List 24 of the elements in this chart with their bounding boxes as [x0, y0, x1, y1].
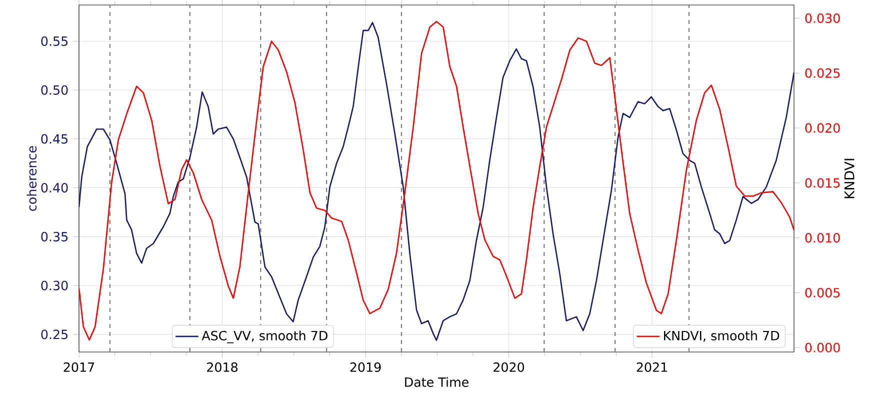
- y2-tick-label: 0.020: [805, 123, 840, 133]
- legend-label: ASC_VV, smooth 7D: [202, 330, 328, 344]
- y-tick-label: 0.35: [41, 232, 68, 242]
- y2-tick-label: 0.030: [805, 13, 840, 23]
- x-tick-label: 2019: [350, 362, 381, 372]
- x-tick-label: 2018: [207, 362, 238, 372]
- y2-tick-label: 0.025: [805, 68, 840, 78]
- y-tick-label: 0.50: [41, 85, 68, 95]
- x-tick-label: 2021: [636, 362, 667, 372]
- x-axis-title: Date Time: [405, 377, 468, 387]
- y-tick-label: 0.40: [41, 182, 68, 193]
- y-tick-label: 0.30: [41, 280, 68, 290]
- y-axis-title: coherence: [26, 146, 37, 211]
- x-tick-label: 2017: [64, 362, 94, 372]
- y2-tick-label: 0.000: [805, 342, 840, 352]
- x-tick-label: 2020: [494, 362, 524, 372]
- y-tick-label: 0.25: [41, 330, 68, 340]
- y-tick-label: 0.45: [41, 134, 68, 144]
- y-tick-label: 0.55: [41, 36, 68, 46]
- y2-tick-label: 0.010: [805, 232, 840, 243]
- y2-tick-label: 0.015: [805, 178, 840, 188]
- legend-label: KNDVI, smooth 7D: [664, 330, 780, 342]
- y2-tick-label: 0.005: [805, 288, 840, 298]
- y2-axis-title: KNDVI: [844, 158, 854, 198]
